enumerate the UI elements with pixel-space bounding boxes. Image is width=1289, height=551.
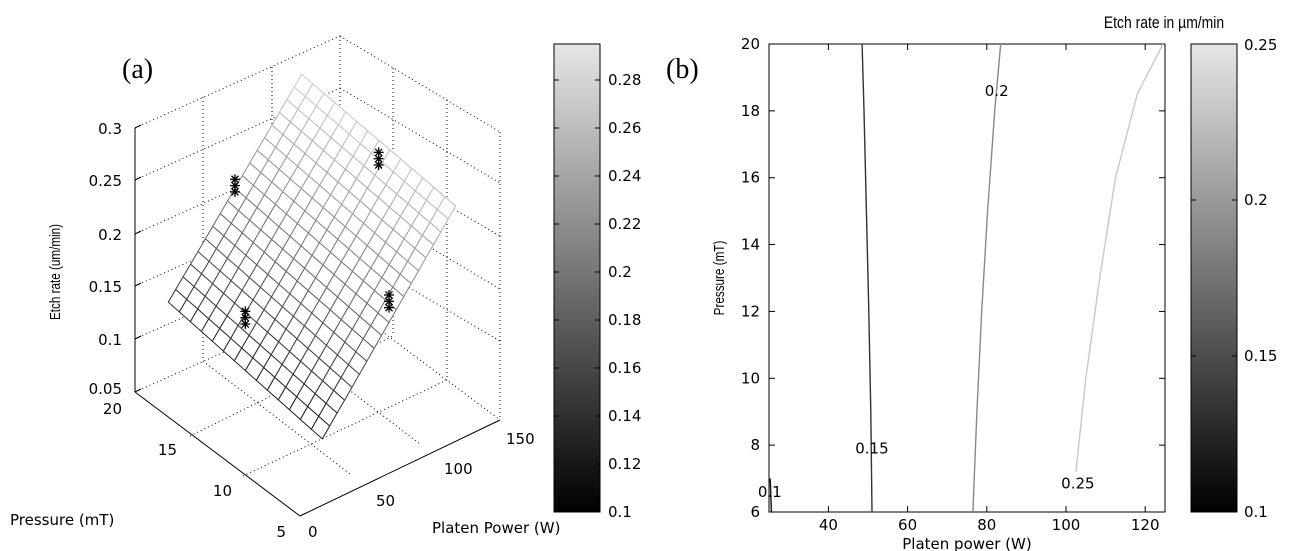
contour-label: 0.2 bbox=[985, 82, 1009, 100]
x-tick-label: 40 bbox=[819, 516, 838, 534]
z-tick-label: 0.3 bbox=[98, 120, 122, 138]
y-tick-label: 16 bbox=[741, 169, 760, 187]
contour-y-axis-title: Pressure (mT) bbox=[711, 241, 728, 316]
z-tick-label: 0.15 bbox=[89, 278, 122, 296]
colorbar-tick-label: 0.1 bbox=[1244, 503, 1268, 521]
colorbar-tick-label: 0.18 bbox=[608, 311, 641, 329]
power-tick-label: 50 bbox=[376, 492, 395, 510]
pressure-tick-label: 10 bbox=[213, 482, 232, 500]
power-tick-label: 0 bbox=[308, 523, 318, 541]
data-marker bbox=[230, 180, 240, 191]
y-tick-label: 20 bbox=[741, 35, 760, 53]
z-tick-label: 0.25 bbox=[89, 172, 122, 190]
colorbar-a bbox=[553, 43, 601, 513]
power-axis-title: Platen Power (W) bbox=[432, 519, 560, 537]
surface-cell bbox=[293, 73, 314, 98]
contour-label: 0.1 bbox=[758, 483, 782, 501]
z-tick-label: 0.05 bbox=[89, 380, 122, 398]
colorbar-tick-label: 0.14 bbox=[608, 407, 641, 425]
pressure-axis-title: Pressure (mT) bbox=[10, 511, 114, 529]
x-tick-label: 120 bbox=[1131, 516, 1160, 534]
contour-line bbox=[861, 43, 873, 513]
y-tick-label: 14 bbox=[741, 236, 760, 254]
colorbar-b-ticks: 0.1 0.15 0.2 0.25 bbox=[1191, 36, 1277, 521]
colorbar-tick-label: 0.26 bbox=[608, 119, 641, 137]
power-tick-label: 100 bbox=[444, 460, 473, 478]
colorbar-tick-label: 0.22 bbox=[608, 215, 641, 233]
power-tick-label: 150 bbox=[506, 430, 535, 448]
pressure-axis-tick-labels: 20 15 10 5 bbox=[103, 400, 286, 541]
pressure-tick-label: 15 bbox=[158, 441, 177, 459]
pressure-tick-label: 5 bbox=[276, 523, 286, 541]
power-axis-tick-labels: 0 50 100 150 bbox=[308, 430, 535, 541]
colorbar-tick-label: 0.2 bbox=[1244, 191, 1268, 209]
x-tick-label: 60 bbox=[898, 516, 917, 534]
colorbar-tick-label: 0.2 bbox=[608, 263, 632, 281]
colorbar-tick-label: 0.16 bbox=[608, 359, 641, 377]
x-tick-label: 100 bbox=[1052, 516, 1081, 534]
y-tick-label: 8 bbox=[750, 436, 760, 454]
data-marker bbox=[373, 160, 384, 171]
contour-label: 0.15 bbox=[855, 439, 888, 457]
colorbar-tick-label: 0.12 bbox=[608, 455, 641, 473]
panel-b-label: (b) bbox=[666, 54, 699, 85]
y-tick-label: 6 bbox=[750, 503, 760, 521]
contour-lines: 0.1 0.15 0.2 0.25 bbox=[758, 43, 1164, 513]
colorbar-b-title: Etch rate in µm/min bbox=[1104, 14, 1224, 33]
panel-a: (a) bbox=[10, 35, 641, 541]
colorbar-tick-label: 0.15 bbox=[1244, 347, 1277, 365]
colorbar-tick-label: 0.25 bbox=[1244, 36, 1277, 54]
data-marker bbox=[230, 174, 240, 185]
x-tick-label: 80 bbox=[977, 516, 996, 534]
z-axis-title: Etch rate (um/min) bbox=[47, 224, 64, 320]
colorbar-tick-label: 0.28 bbox=[608, 71, 641, 89]
y-tick-label: 10 bbox=[741, 369, 760, 387]
z-tick-label: 0.1 bbox=[98, 331, 122, 349]
z-axis-tick-labels: 0.3 0.25 0.2 0.15 0.1 0.05 bbox=[89, 120, 122, 398]
z-tick-label: 0.2 bbox=[98, 226, 122, 244]
colorbar-tick-label: 0.1 bbox=[608, 503, 632, 521]
data-markers bbox=[230, 147, 394, 330]
contour-plot-area bbox=[768, 43, 1166, 513]
colorbar-tick-label: 0.24 bbox=[608, 167, 641, 185]
data-marker bbox=[384, 289, 394, 300]
contour-line bbox=[972, 43, 1002, 513]
surface-mesh bbox=[167, 73, 457, 440]
data-marker bbox=[240, 306, 251, 317]
contour-line bbox=[1075, 43, 1164, 472]
y-tick-label: 12 bbox=[741, 302, 760, 320]
pressure-tick-label: 20 bbox=[103, 400, 122, 418]
contour-x-axis-title: Platen power (W) bbox=[902, 535, 1031, 551]
contour-label: 0.25 bbox=[1061, 475, 1094, 493]
colorbar-a-ticks: 0.1 0.12 0.14 0.16 0.18 0.2 0.22 0.24 0.26 0.28 bbox=[554, 71, 641, 521]
contour-line bbox=[769, 478, 773, 513]
colorbar-b bbox=[1190, 43, 1238, 513]
data-marker bbox=[373, 147, 384, 158]
z-axis-ticks bbox=[134, 124, 142, 393]
contour-axis-ticks: 40 60 80 100 120 6 8 10 12 14 16 18 20 bbox=[741, 35, 1165, 534]
panel-a-label: (a) bbox=[122, 54, 153, 85]
y-tick-label: 18 bbox=[741, 102, 760, 120]
